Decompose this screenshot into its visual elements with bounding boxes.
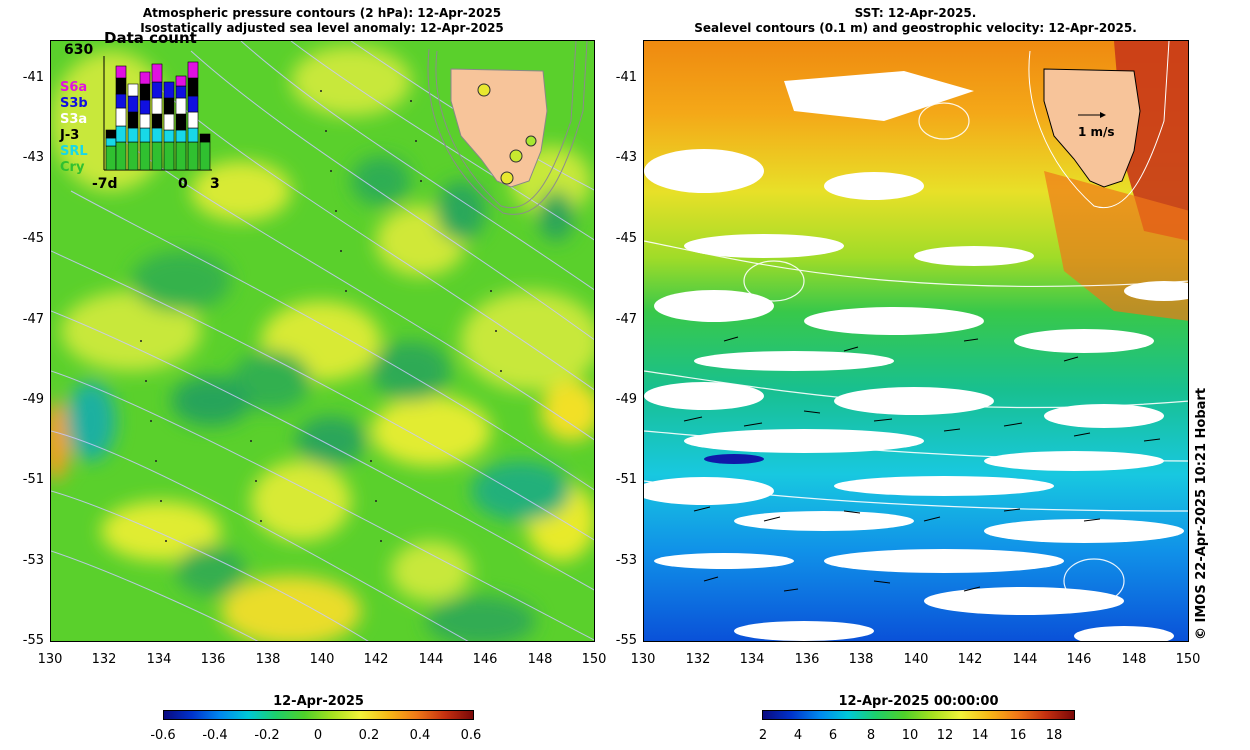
right-y-tick: -53: [615, 553, 637, 568]
right-x-tick: 138: [848, 652, 874, 667]
right-y-tick: -49: [615, 392, 637, 407]
left-x-tick: 134: [146, 652, 172, 667]
right-colorbar-tick: 18: [1045, 728, 1063, 743]
left-colorbar-tick: -0.2: [254, 728, 280, 743]
left-colorbar-tick: 0.4: [409, 728, 431, 743]
right-x-tick: 144: [1012, 652, 1038, 667]
left-x-tick: 138: [255, 652, 281, 667]
sst-map: 1 m/s: [643, 40, 1189, 642]
bathymetry-contour: [435, 41, 577, 209]
legend-s6a: S6a: [60, 80, 88, 95]
left-colorbar: [163, 710, 474, 720]
left-y-tick: -41: [22, 70, 44, 85]
right-y-tick: -51: [615, 472, 637, 487]
right-x-tick: 136: [794, 652, 820, 667]
cloud-mask: [644, 71, 1188, 641]
inset-x-right: 3: [210, 176, 220, 192]
right-colorbar-tick: 14: [971, 728, 989, 743]
tide-gauge-marker: [477, 83, 491, 97]
left-title-line1: Atmospheric pressure contours (2 hPa): 1…: [142, 6, 502, 20]
legend-srl: SRL: [60, 144, 88, 159]
right-colorbar-tick: 2: [758, 728, 768, 743]
data-count-histogram: [103, 56, 212, 171]
right-y-tick: -55: [615, 633, 637, 648]
left-y-tick: -55: [22, 633, 44, 648]
tide-gauge-marker: [509, 149, 523, 163]
right-x-tick: 140: [903, 652, 929, 667]
right-y-tick: -45: [615, 231, 637, 246]
legend-j3: J-3: [60, 128, 80, 143]
right-colorbar-tick: 6: [828, 728, 838, 743]
tide-gauge-marker: [525, 135, 537, 147]
left-colorbar-title: 12-Apr-2025: [273, 694, 364, 709]
left-colorbar-tick: 0.6: [460, 728, 482, 743]
left-colorbar-tick: -0.4: [202, 728, 228, 743]
left-y-tick: -53: [22, 553, 44, 568]
inset-x-mid: 0: [178, 176, 188, 192]
left-y-tick: -51: [22, 472, 44, 487]
inset-x-left: -7d: [92, 176, 118, 192]
sla-field-svg: [51, 41, 594, 641]
tasmania-land: [450, 68, 548, 188]
left-colorbar-tick: -0.6: [150, 728, 176, 743]
right-title-line1: SST: 12-Apr-2025.: [854, 6, 977, 20]
legend-s3b: S3b: [60, 96, 88, 111]
right-x-tick: 130: [630, 652, 656, 667]
left-y-tick: -45: [22, 231, 44, 246]
sea-level-anomaly-map: [50, 40, 595, 642]
right-x-tick: 146: [1066, 652, 1092, 667]
legend-cry: Cry: [60, 160, 85, 175]
tasmania-land: [1043, 68, 1141, 188]
left-y-tick: -49: [22, 392, 44, 407]
bathymetry-contour: [1028, 41, 1170, 209]
left-x-tick: 146: [472, 652, 498, 667]
left-x-tick: 142: [363, 652, 389, 667]
right-y-tick: -47: [615, 312, 637, 327]
left-x-tick: 130: [37, 652, 63, 667]
right-colorbar-title: 12-Apr-2025 00:00:00: [838, 694, 999, 709]
altimeter-tracks: [140, 90, 502, 542]
left-y-tick: -47: [22, 312, 44, 327]
sst-field-svg: [644, 41, 1188, 641]
right-panel-title: SST: 12-Apr-2025. Sealevel contours (0.1…: [643, 6, 1188, 36]
right-y-tick: -43: [615, 150, 637, 165]
right-x-tick: 142: [957, 652, 983, 667]
sealevel-contours: [644, 102, 1188, 604]
data-count-label: Data count: [104, 29, 197, 47]
left-x-tick: 148: [527, 652, 553, 667]
left-colorbar-tick: 0: [313, 728, 323, 743]
geostrophic-velocity-arrows: [683, 336, 1161, 592]
right-x-tick: 150: [1175, 652, 1201, 667]
data-count-inset: 630 Data count S6a S3b S3a J-3 SRL Cry -…: [52, 30, 222, 192]
right-x-tick: 134: [739, 652, 765, 667]
reference-arrow-head: [1100, 112, 1106, 118]
legend-s3a: S3a: [60, 112, 88, 127]
left-x-tick: 144: [418, 652, 444, 667]
right-colorbar-tick: 4: [793, 728, 803, 743]
left-title-line2: Isostatically adjusted sea level anomaly…: [140, 21, 504, 35]
right-colorbar: [762, 710, 1075, 720]
data-count-value: 630: [64, 42, 94, 58]
right-colorbar-tick: 10: [901, 728, 919, 743]
left-panel-title: Atmospheric pressure contours (2 hPa): 1…: [50, 6, 594, 36]
left-x-tick: 132: [91, 652, 117, 667]
right-x-tick: 148: [1121, 652, 1147, 667]
bathymetry-contour: [427, 41, 588, 215]
cold-water-patch: [704, 454, 764, 464]
copyright-text: © IMOS 22-Apr-2025 10:21 Hobart: [1194, 387, 1209, 640]
right-title-line2: Sealevel contours (0.1 m) and geostrophi…: [694, 21, 1137, 35]
right-x-tick: 132: [685, 652, 711, 667]
right-colorbar-tick: 8: [866, 728, 876, 743]
right-colorbar-tick: 12: [936, 728, 954, 743]
left-x-tick: 150: [581, 652, 607, 667]
left-colorbar-tick: 0.2: [358, 728, 380, 743]
left-x-tick: 136: [200, 652, 226, 667]
right-y-tick: -41: [615, 70, 637, 85]
left-x-tick: 140: [309, 652, 335, 667]
left-y-tick: -43: [22, 150, 44, 165]
tide-gauge-marker: [500, 171, 514, 185]
velocity-scale-label: 1 m/s: [1078, 125, 1115, 139]
right-colorbar-tick: 16: [1009, 728, 1027, 743]
